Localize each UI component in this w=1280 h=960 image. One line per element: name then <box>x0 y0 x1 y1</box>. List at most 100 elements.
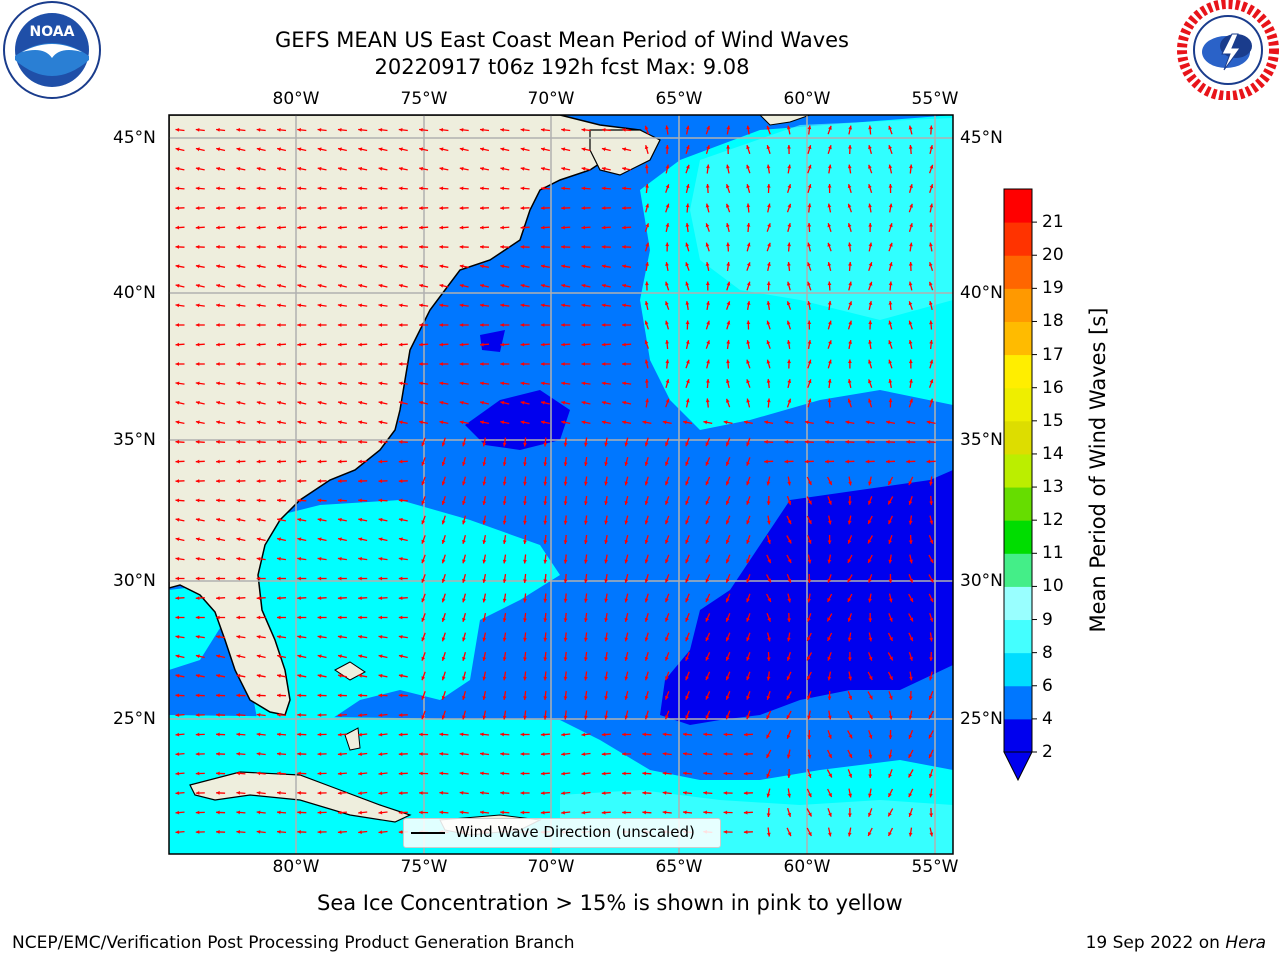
wind-arrow-head <box>624 540 629 544</box>
wind-arrow-head <box>786 715 791 719</box>
wind-arrow-head <box>929 481 933 486</box>
wind-arrow-head <box>561 147 566 152</box>
wind-arrow-head <box>297 537 302 542</box>
wind-arrow-head <box>378 342 383 347</box>
wind-arrow-head <box>378 400 383 405</box>
wind-arrow-head <box>441 617 446 622</box>
wind-arrow-head <box>706 125 710 130</box>
wind-arrow-head <box>726 481 730 486</box>
wind-arrow-head <box>685 320 690 325</box>
wind-arrow-head <box>195 206 200 210</box>
wind-arrow-head <box>865 459 870 464</box>
wind-arrow-head <box>581 264 586 269</box>
wind-arrow-head <box>767 203 771 208</box>
wind-arrow-head <box>868 398 872 403</box>
wind-arrow-head <box>845 420 850 425</box>
wind-arrow-head <box>297 342 301 347</box>
wind-arrow-head <box>439 186 444 191</box>
wind-arrow-head <box>500 752 504 756</box>
wind-arrow-head <box>175 673 180 678</box>
wind-arrow-head <box>828 812 832 817</box>
wind-arrow-head <box>685 262 689 267</box>
wind-arrow-head <box>703 771 707 776</box>
wind-arrow-head <box>705 695 710 700</box>
wind-arrow-head <box>216 166 220 171</box>
wind-arrow-head <box>561 283 566 288</box>
wind-arrow-head <box>236 635 241 639</box>
wind-arrow-head <box>256 206 261 210</box>
wind-arrow-head <box>338 537 342 542</box>
wind-arrow-head <box>317 440 322 444</box>
wind-arrow-head <box>541 283 545 288</box>
wind-arrow-head <box>665 281 669 286</box>
chart-title: GEFS MEAN US East Coast Mean Period of W… <box>275 28 849 52</box>
wind-arrow-head <box>540 225 545 230</box>
wind-arrow-head <box>398 381 403 386</box>
wind-arrow-head <box>604 657 608 661</box>
wind-arrow-head <box>502 481 507 486</box>
wind-arrow-head <box>175 732 180 737</box>
wind-arrow-head <box>317 752 322 756</box>
wind-arrow-head <box>297 732 301 737</box>
wind-arrow-head <box>645 398 649 403</box>
footer-host: Hera <box>1225 933 1266 953</box>
wind-arrow-head <box>746 539 750 544</box>
wind-arrow-head <box>398 420 403 425</box>
wind-arrow-head <box>908 520 913 525</box>
wind-arrow-head <box>764 459 768 464</box>
wind-arrow-head <box>868 164 872 169</box>
wind-arrow-head <box>480 283 484 288</box>
wind-arrow-head <box>175 498 180 503</box>
wind-arrow-head <box>926 420 931 425</box>
wind-arrow-head <box>277 479 281 483</box>
wave-zone-darkblue-central <box>465 390 570 450</box>
lon-label-top-55w: 55°W <box>911 89 959 109</box>
wind-arrow-head <box>827 184 832 188</box>
wind-arrow-head <box>236 225 240 230</box>
wind-arrow-head <box>358 615 362 620</box>
wind-arrow-head <box>787 578 792 583</box>
wind-arrow-head <box>665 203 670 208</box>
wind-arrow-head <box>766 813 771 817</box>
wind-arrow-head <box>216 596 220 600</box>
wind-arrow-head <box>175 596 180 600</box>
wind-arrow-head <box>358 752 362 756</box>
wind-arrow-head <box>236 615 240 620</box>
wind-arrow-head <box>561 732 565 737</box>
wind-arrow-head <box>828 320 832 325</box>
wind-arrow-head <box>601 303 606 308</box>
wind-arrow-head <box>644 617 649 622</box>
wind-arrow-head <box>929 657 933 661</box>
wind-arrow-head <box>827 656 831 661</box>
lat-label-left-40n: 40°N <box>113 283 156 303</box>
wind-arrow-head <box>807 656 811 661</box>
wind-arrow-head <box>705 461 710 466</box>
wind-arrow-head <box>804 440 809 444</box>
wind-arrow-head <box>784 420 789 425</box>
wind-arrow-head <box>584 462 588 466</box>
wind-arrow-head <box>236 498 240 503</box>
wind-arrow-head <box>888 145 892 150</box>
wind-arrow-head <box>766 359 771 364</box>
wind-arrow-head <box>462 500 466 505</box>
wind-arrow-head <box>439 381 444 386</box>
wind-arrow-head <box>685 301 690 305</box>
wind-arrow-head <box>175 264 180 269</box>
wind-arrow-head <box>297 225 301 230</box>
wind-arrow-head <box>216 771 220 776</box>
wind-arrow-head <box>561 400 566 405</box>
wind-arrow-head <box>378 479 383 483</box>
wind-arrow-head <box>645 281 649 286</box>
wind-arrow-head <box>662 810 667 815</box>
wind-arrow-head <box>520 342 525 347</box>
wind-arrow-head <box>236 166 241 171</box>
wind-arrow-head <box>624 559 629 564</box>
wind-arrow-head <box>886 440 890 444</box>
wind-arrow-head <box>502 715 507 720</box>
lat-label-left-25n: 25°N <box>113 709 156 729</box>
wind-arrow-head <box>256 771 261 776</box>
wind-arrow-head <box>277 400 281 405</box>
wind-arrow-head <box>540 128 545 132</box>
wind-arrow-head <box>195 245 200 249</box>
